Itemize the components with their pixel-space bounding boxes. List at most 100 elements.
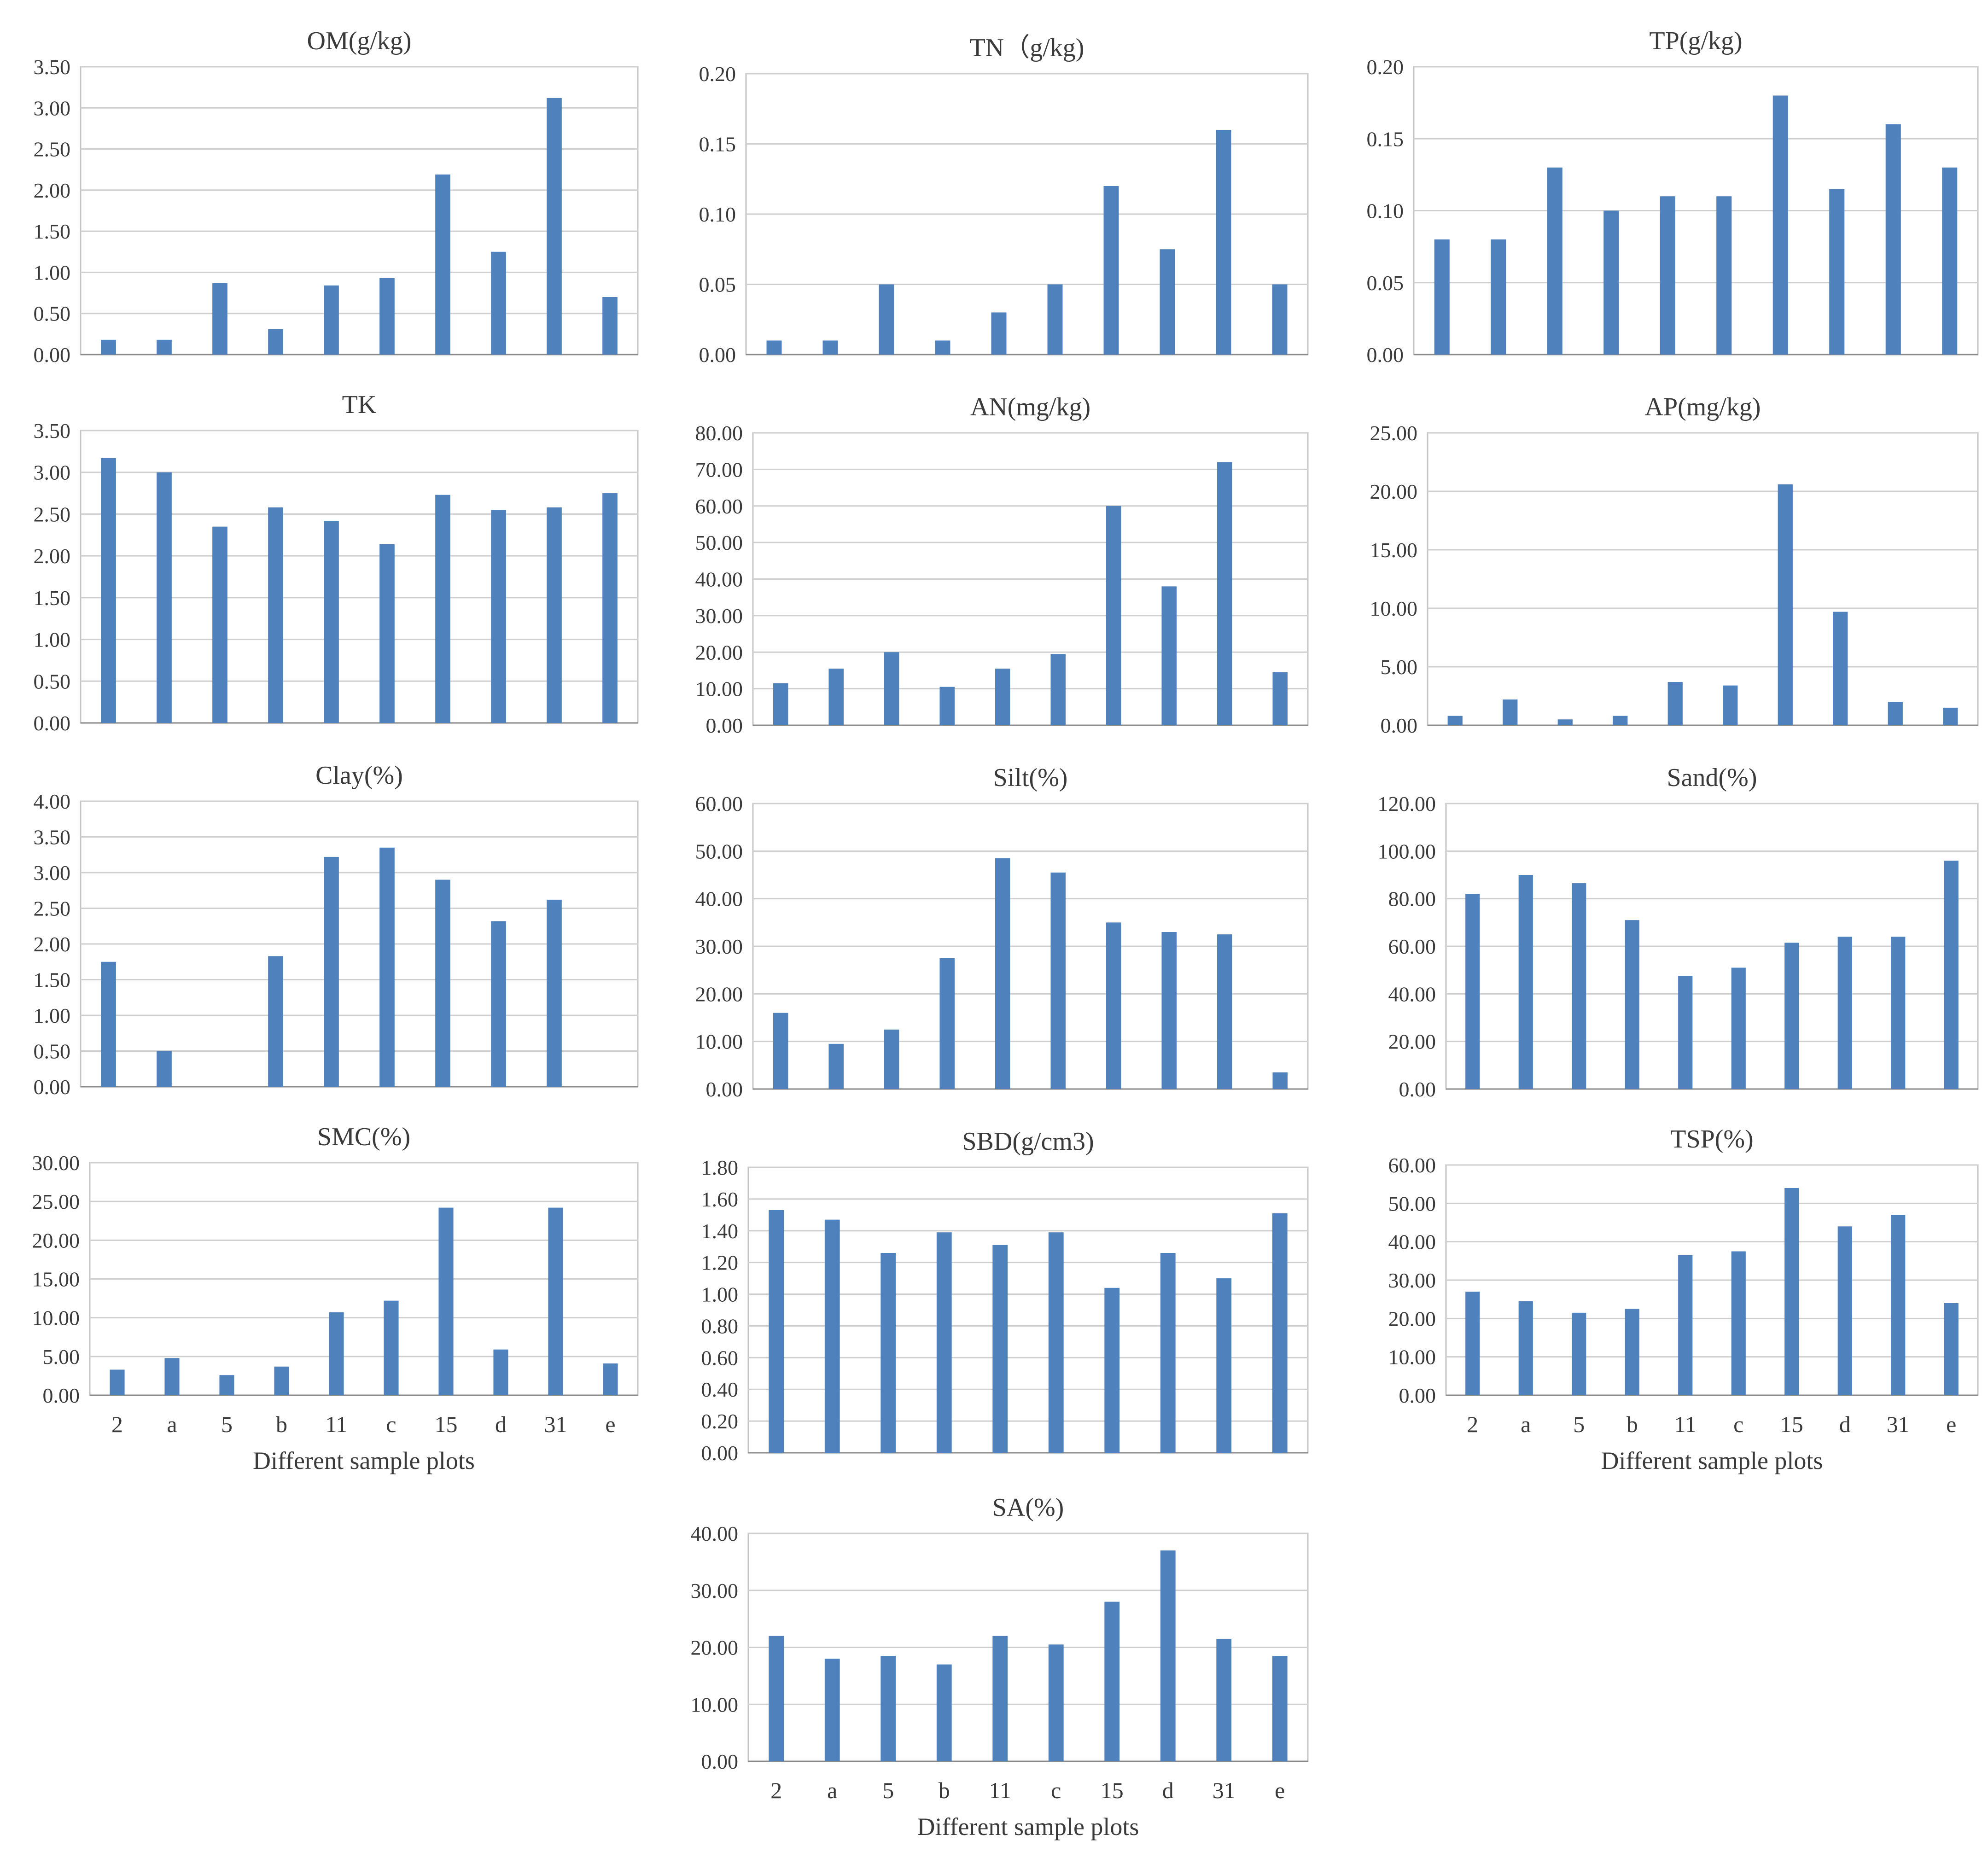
x-tick-label: d <box>495 1411 507 1437</box>
bar <box>157 339 172 355</box>
x-tick-label: 2 <box>770 1777 782 1803</box>
bar <box>879 284 894 355</box>
y-tick-label: 0.00 <box>34 1075 71 1099</box>
chart-title: SA(%) <box>992 1493 1064 1522</box>
y-tick-label: 30.00 <box>695 604 743 628</box>
bar <box>1103 186 1119 355</box>
bar <box>547 507 562 723</box>
x-tick-label: c <box>1733 1411 1743 1437</box>
bar <box>1678 1255 1693 1395</box>
bar <box>491 510 506 723</box>
x-tick-label: 15 <box>1101 1777 1124 1803</box>
chart-panel: 0.00 0.50 1.00 1.50 2.00 2.50 3.00 3.50 4.00 Clay… <box>34 761 639 1099</box>
bar <box>101 961 116 1087</box>
bar <box>1050 654 1066 725</box>
bar <box>828 1043 844 1089</box>
bar <box>884 652 899 725</box>
x-tick-label: e <box>605 1411 615 1437</box>
bar <box>1678 976 1693 1089</box>
bar <box>491 921 506 1087</box>
y-tick-label: 10.00 <box>1370 597 1418 620</box>
x-tick-label: c <box>386 1411 396 1437</box>
bar <box>1837 937 1852 1089</box>
bar <box>1161 586 1177 725</box>
bar <box>1891 937 1906 1089</box>
y-tick-label: 40.00 <box>691 1522 739 1545</box>
bar <box>769 1210 784 1453</box>
bar <box>1048 1644 1064 1761</box>
y-tick-label: 2.00 <box>34 179 71 202</box>
y-tick-label: 1.00 <box>34 628 71 652</box>
x-tick-label: b <box>276 1411 287 1437</box>
bar <box>110 1369 125 1395</box>
x-tick-label: 5 <box>1573 1411 1585 1437</box>
bar <box>1942 167 1958 355</box>
bar <box>1885 124 1901 355</box>
y-tick-label: 30.00 <box>32 1151 80 1175</box>
x-tick-label: e <box>1275 1777 1285 1803</box>
y-tick-label: 30.00 <box>1388 1269 1436 1292</box>
bar <box>995 668 1010 725</box>
x-tick-label: d <box>1839 1411 1851 1437</box>
bar <box>1625 1309 1639 1395</box>
chart-title: Clay(%) <box>315 761 403 790</box>
y-tick-label: 3.50 <box>34 419 71 443</box>
bar <box>1572 1312 1586 1395</box>
y-tick-label: 50.00 <box>695 839 743 863</box>
chart-panel: 0.00 10.00 20.00 30.00 40.00 50.00 60.00 70.00 8… <box>695 393 1309 737</box>
bar <box>1833 612 1848 725</box>
bar <box>1784 1188 1799 1395</box>
x-tick-label: e <box>1946 1411 1956 1437</box>
bar <box>1272 1656 1288 1761</box>
y-tick-label: 0.10 <box>1367 199 1404 223</box>
y-tick-label: 40.00 <box>1388 1230 1436 1254</box>
bar <box>324 520 339 723</box>
bar <box>324 285 339 355</box>
x-tick-label: 11 <box>1674 1411 1697 1437</box>
y-tick-label: 3.50 <box>34 826 71 849</box>
y-tick-label: 50.00 <box>1388 1192 1436 1215</box>
chart-panel: 0.00 0.05 0.10 0.15 0.20 TP(g/kg) <box>1367 27 1979 367</box>
chart-panel: 0.00 10.00 20.00 30.00 40.00 50.00 60.00 TSP(%)… <box>1388 1125 1979 1474</box>
y-tick-label: 0.05 <box>1367 271 1404 295</box>
y-tick-label: 0.00 <box>701 1441 739 1465</box>
chart-panel: 0.00 10.00 20.00 30.00 40.00 50.00 60.00 Silt(%… <box>695 763 1309 1101</box>
bar <box>1447 716 1463 725</box>
y-tick-label: 0.00 <box>1399 1384 1436 1407</box>
x-tick-label: a <box>1521 1411 1531 1437</box>
y-tick-label: 60.00 <box>695 792 743 816</box>
bar <box>438 1207 454 1395</box>
y-tick-label: 0.50 <box>34 1040 71 1063</box>
y-tick-label: 2.50 <box>34 138 71 161</box>
y-tick-label: 0.20 <box>701 1410 739 1433</box>
chart-title: TP(g/kg) <box>1649 27 1742 55</box>
bar <box>491 251 506 355</box>
bar <box>1613 716 1628 725</box>
bar <box>1160 249 1175 355</box>
y-tick-label: 0.00 <box>1381 714 1418 737</box>
y-tick-label: 1.40 <box>701 1219 739 1243</box>
y-tick-label: 40.00 <box>695 568 743 591</box>
bar <box>1272 284 1288 355</box>
bar <box>1837 1226 1852 1395</box>
x-axis-label: Different sample plots <box>917 1813 1139 1841</box>
chart-panel: 0.00 10.00 20.00 30.00 40.00 SA(%) 2 a 5 b 11 c 15 d 3… <box>691 1493 1309 1841</box>
bar <box>1050 872 1066 1089</box>
chart-title: TK <box>342 390 377 419</box>
bar <box>547 899 562 1087</box>
y-tick-label: 0.50 <box>34 670 71 693</box>
bar <box>1716 196 1732 355</box>
x-tick-label: a <box>827 1777 837 1803</box>
bar <box>1434 239 1450 355</box>
y-tick-label: 0.20 <box>699 62 736 86</box>
y-tick-label: 0.50 <box>34 302 71 326</box>
bar <box>1603 210 1619 355</box>
bar <box>1272 1072 1288 1089</box>
y-tick-label: 80.00 <box>1388 887 1436 911</box>
bar <box>1778 484 1793 725</box>
bar <box>1106 922 1121 1089</box>
y-tick-label: 20.00 <box>32 1229 80 1252</box>
y-tick-label: 0.80 <box>701 1314 739 1338</box>
bar <box>1557 719 1573 725</box>
x-tick-label: 5 <box>221 1411 233 1437</box>
